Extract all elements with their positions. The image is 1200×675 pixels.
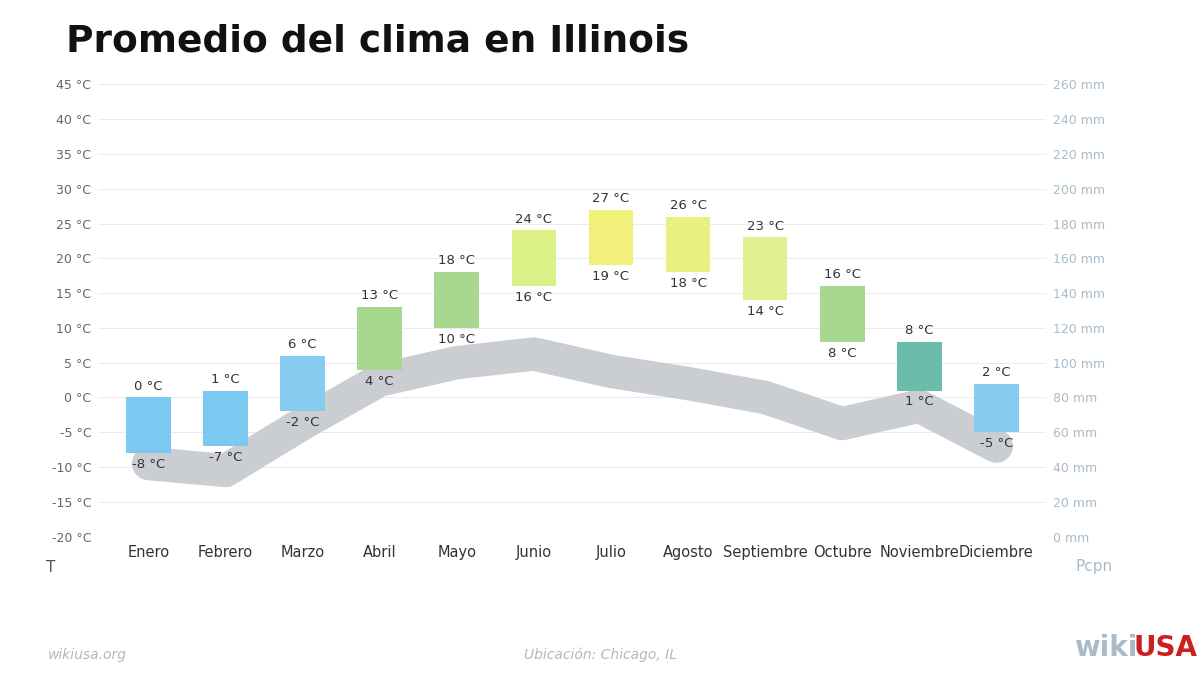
Text: Ubicación: Chicago, IL: Ubicación: Chicago, IL — [523, 647, 677, 662]
Text: 19 °C: 19 °C — [593, 270, 630, 283]
Bar — [203, 391, 248, 446]
Text: -7 °C: -7 °C — [209, 451, 242, 464]
Text: 1 °C: 1 °C — [211, 373, 240, 385]
Text: 0 °C: 0 °C — [134, 379, 163, 393]
Bar — [281, 356, 325, 411]
Text: 6 °C: 6 °C — [288, 338, 317, 351]
Text: -5 °C: -5 °C — [979, 437, 1013, 450]
Bar — [820, 286, 864, 342]
Text: 8 °C: 8 °C — [905, 324, 934, 337]
Bar — [666, 217, 710, 272]
Text: Pcpn: Pcpn — [1076, 560, 1112, 574]
Bar — [896, 342, 942, 391]
Bar — [974, 383, 1019, 432]
Text: USA: USA — [1134, 634, 1198, 662]
Bar — [511, 230, 557, 286]
Text: 13 °C: 13 °C — [361, 289, 398, 302]
Text: 2 °C: 2 °C — [982, 366, 1010, 379]
Bar — [126, 398, 170, 453]
Text: -8 °C: -8 °C — [132, 458, 166, 471]
Text: 26 °C: 26 °C — [670, 198, 707, 212]
Text: 18 °C: 18 °C — [670, 277, 707, 290]
Bar — [743, 238, 787, 300]
Text: 4 °C: 4 °C — [366, 375, 394, 387]
Text: 8 °C: 8 °C — [828, 347, 857, 360]
Text: -2 °C: -2 °C — [286, 416, 319, 429]
Text: 18 °C: 18 °C — [438, 254, 475, 267]
Text: 27 °C: 27 °C — [593, 192, 630, 205]
Bar — [358, 307, 402, 370]
Text: wikiusa.org: wikiusa.org — [48, 647, 127, 662]
Bar — [434, 272, 479, 328]
Text: 23 °C: 23 °C — [746, 219, 784, 233]
Text: 10 °C: 10 °C — [438, 333, 475, 346]
Text: Promedio del clima en Illinois: Promedio del clima en Illinois — [66, 24, 689, 59]
Text: 14 °C: 14 °C — [746, 305, 784, 318]
Text: 24 °C: 24 °C — [515, 213, 552, 225]
Bar — [588, 210, 634, 265]
Text: 16 °C: 16 °C — [515, 291, 552, 304]
Text: 16 °C: 16 °C — [823, 268, 860, 281]
Text: 1 °C: 1 °C — [905, 396, 934, 408]
Text: wiki: wiki — [1074, 634, 1138, 662]
Text: T: T — [46, 560, 55, 574]
